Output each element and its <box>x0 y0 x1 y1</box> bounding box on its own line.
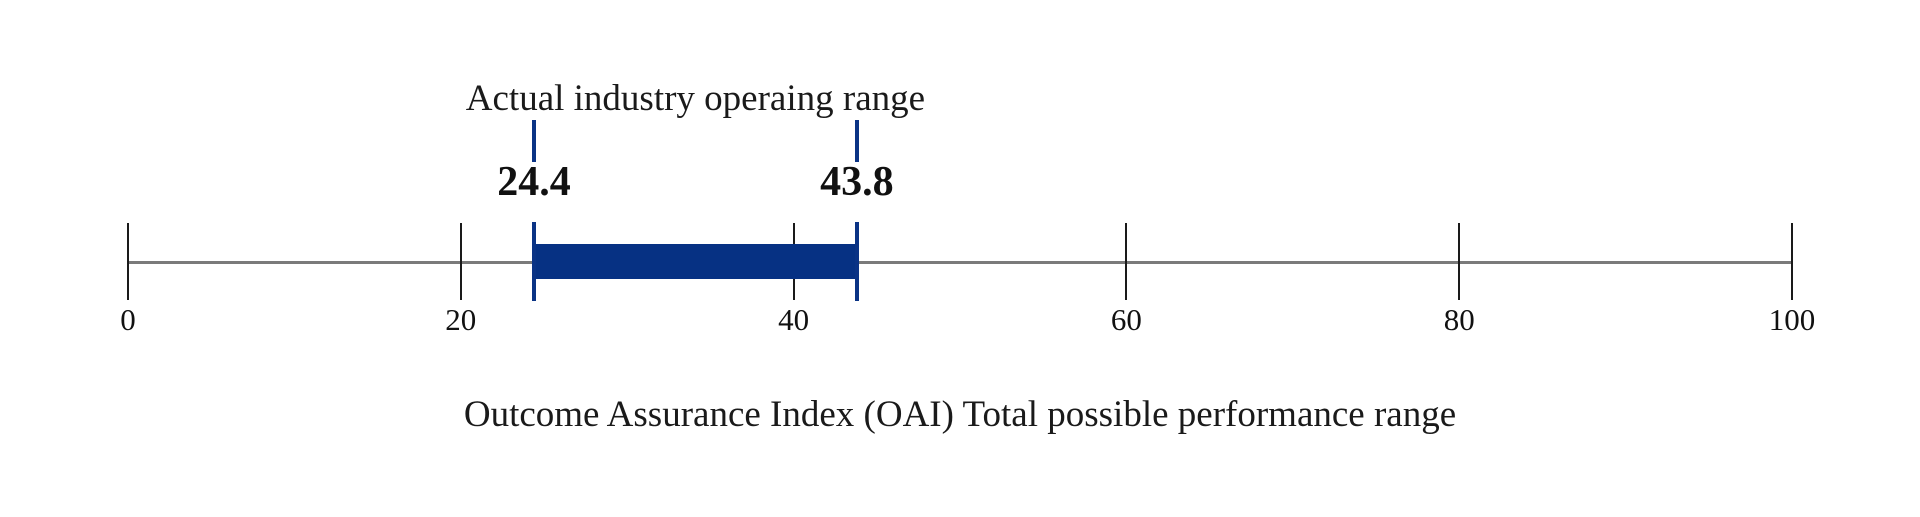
axis-tick-label: 80 <box>1443 302 1475 337</box>
range-marker-line-low <box>532 222 537 301</box>
range-marker-leader-high <box>854 120 859 162</box>
axis-line <box>128 261 1792 264</box>
axis-tick-label: 0 <box>120 302 136 337</box>
chart-title: Actual industry operaing range <box>465 78 926 119</box>
range-value-label-high: 43.8 <box>820 159 894 205</box>
range-bar <box>534 244 857 279</box>
range-marker-line-high <box>854 222 859 301</box>
axis-tick <box>1125 223 1128 300</box>
range-marker-leader-low <box>532 120 537 162</box>
axis-tick <box>127 223 129 300</box>
range-value-label-low: 24.4 <box>497 159 571 205</box>
axis-tick-label: 60 <box>1110 302 1142 337</box>
axis-tick <box>459 223 462 300</box>
axis-tick <box>1791 223 1793 300</box>
axis-tick-label: 100 <box>1768 302 1816 337</box>
axis-tick <box>1458 223 1461 300</box>
axis-tick-label: 20 <box>445 302 477 337</box>
x-axis-label: Outcome Assurance Index (OAI) Total poss… <box>463 394 1457 435</box>
axis-tick-label: 40 <box>778 302 810 337</box>
